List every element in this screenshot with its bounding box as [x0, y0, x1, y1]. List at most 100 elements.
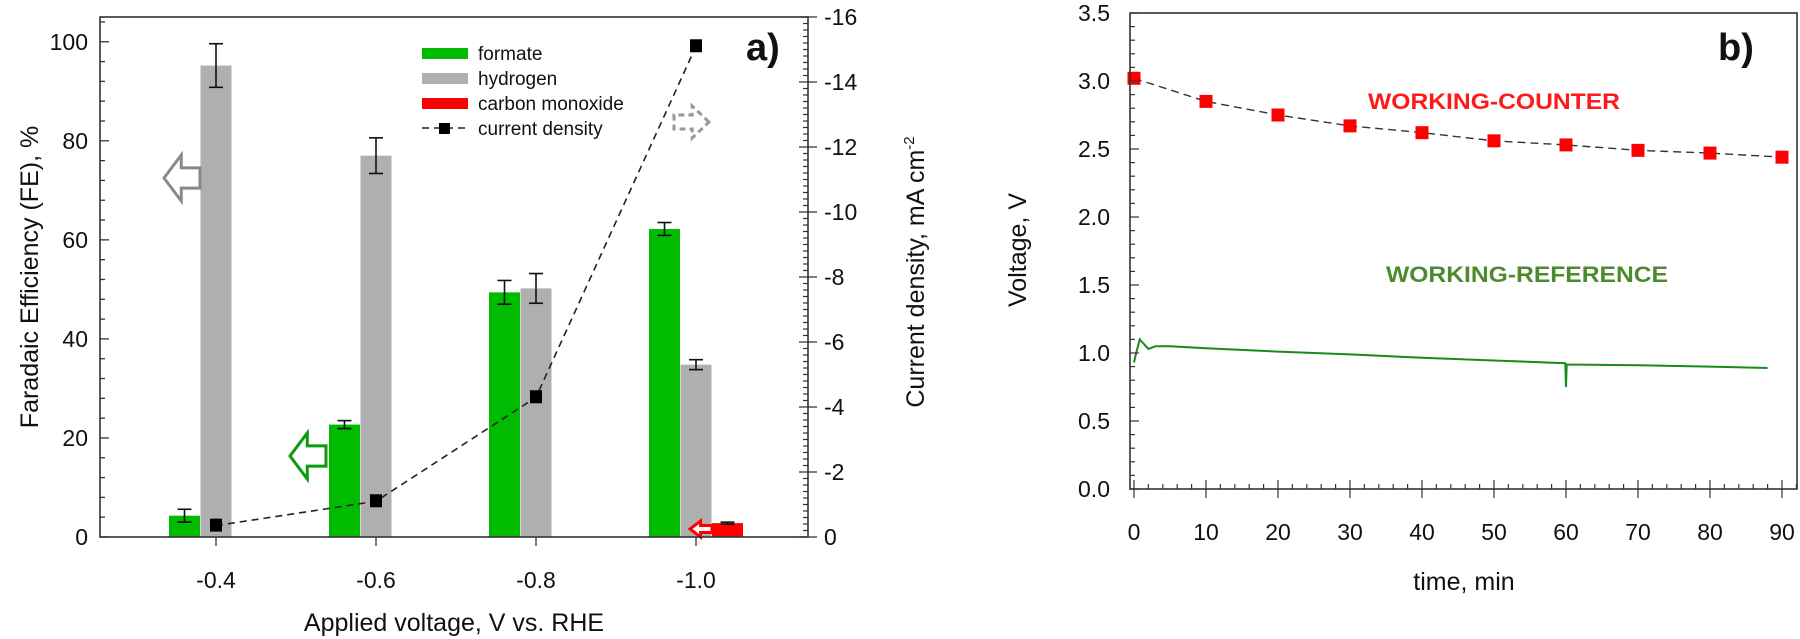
error-bar-hydrogen [209, 42, 223, 89]
marker-working-counter [1775, 150, 1789, 164]
marker-current-density [530, 390, 542, 404]
legend-swatch-hydrogen [422, 73, 468, 84]
panel-a-y2label-text: Current density, mA cm [902, 150, 930, 408]
arrow-right-icon-current-density-axis [672, 102, 712, 142]
marker-working-counter [1271, 108, 1285, 122]
panel-a-y2label-superscript: -2 [901, 136, 918, 149]
marker-working-counter [1343, 119, 1357, 133]
marker-working-counter [1703, 146, 1717, 160]
marker-working-counter [1199, 94, 1213, 108]
legend-swatch-formate [422, 48, 468, 59]
y2-tick-label: -6 [824, 329, 844, 355]
series-label-working-counter: WORKING-COUNTER [1368, 89, 1620, 114]
x-tick-label: 0 [1128, 519, 1141, 545]
y2-tick-label: -16 [824, 4, 857, 30]
y2-tick-label: -10 [824, 199, 857, 225]
panel-b-ylabel: Voltage, V [1004, 193, 1032, 307]
panel-b-label: b) [1718, 27, 1754, 69]
panel-a-legend: formate hydrogen carbon monoxide current de… [422, 44, 624, 140]
panel-b-chart: 0.0 0.5 1.0 1.5 2.0 2.5 3.0 3.5 0 10 20 30 40 50 60 70 8… [1004, 0, 1798, 596]
x-tick-label: 70 [1625, 519, 1651, 545]
error-bar-formate [177, 508, 192, 523]
panel-a-y2label: Current density, mA cm-2 [901, 136, 930, 407]
panel-a-marks [162, 39, 743, 541]
bar-formate [169, 515, 200, 537]
marker-working-counter [1559, 138, 1573, 152]
line-current-density [215, 45, 697, 527]
panel-b-axes: 0.0 0.5 1.0 1.5 2.0 2.5 3.0 3.5 0 10 20 30 40 50 60 70 8… [1078, 0, 1798, 545]
legend-swatch-marker-current-density [439, 123, 450, 134]
y-tick-label: 1.5 [1078, 272, 1110, 298]
marker-current-density [210, 518, 222, 532]
y2-tick-label: 0 [824, 524, 837, 550]
marker-current-density [690, 39, 702, 53]
bar-carbon-monoxide [712, 523, 743, 537]
line-working-counter [1133, 77, 1783, 158]
bar-hydrogen [680, 364, 712, 537]
line-working-reference [1133, 337, 1768, 388]
panel-b-xlabel: time, min [1413, 568, 1514, 596]
bar-formate [489, 292, 520, 537]
marker-working-counter [1415, 126, 1429, 140]
bar-hydrogen [520, 288, 552, 537]
panel-a-ylabel: Faradaic Efficiency (FE), % [16, 126, 44, 428]
y-tick-label: 20 [62, 425, 88, 451]
error-bar-hydrogen [529, 272, 543, 305]
marker-current-density [370, 494, 382, 508]
panel-a-chart: 0 20 40 60 80 100 0 -2 -4 -6 -8 -10 -12 -14 -16 -0.4 -0.… [16, 4, 930, 637]
legend-label-carbon-monoxide: carbon monoxide [478, 94, 624, 115]
bar-formate [649, 228, 680, 537]
panel-b-frame [1129, 12, 1798, 490]
x-tick-label: 60 [1553, 519, 1579, 545]
legend-label-hydrogen: hydrogen [478, 69, 557, 90]
bar-hydrogen [200, 65, 232, 538]
panel-b-marks [1127, 71, 1789, 388]
y-tick-label: 3.5 [1078, 0, 1110, 26]
x-tick-label: -1.0 [676, 567, 716, 593]
error-bar-carbon-monoxide [720, 521, 735, 525]
bar-hydrogen [360, 155, 392, 537]
error-bar-formate [657, 221, 672, 237]
x-tick-label: -0.4 [196, 567, 236, 593]
y2-tick-label: -12 [824, 134, 857, 160]
x-tick-label: -0.6 [356, 567, 396, 593]
y2-tick-label: -2 [824, 459, 844, 485]
error-bar-formate [497, 279, 512, 306]
y2-tick-label: -4 [824, 394, 845, 420]
x-tick-label: 20 [1265, 519, 1291, 545]
panel-a-xlabel: Applied voltage, V vs. RHE [304, 609, 604, 637]
y-tick-label: 0 [75, 524, 88, 550]
legend-label-current-density: current density [478, 119, 603, 140]
panel-a-label: a) [746, 27, 780, 69]
legend-swatch-carbon-monoxide [422, 98, 468, 109]
x-tick-label: 30 [1337, 519, 1363, 545]
y-tick-label: 1.0 [1078, 340, 1110, 366]
y-tick-label: 2.5 [1078, 136, 1110, 162]
x-tick-label: 80 [1697, 519, 1723, 545]
series-label-working-reference: WORKING-REFERENCE [1386, 262, 1668, 287]
error-bar-formate [337, 419, 352, 430]
y-tick-label: 60 [62, 227, 88, 253]
y-tick-label: 2.0 [1078, 204, 1110, 230]
x-tick-label: 40 [1409, 519, 1435, 545]
arrow-left-icon-formate-axis [288, 428, 328, 484]
panel-a-axes: 0 20 40 60 80 100 0 -2 -4 -6 -8 -10 -12 -14 -16 -0.4 -0.… [50, 4, 858, 593]
y-tick-label: 0.5 [1078, 408, 1110, 434]
y-tick-label: 80 [62, 128, 88, 154]
marker-working-counter [1631, 143, 1645, 157]
y2-tick-label: -8 [824, 264, 844, 290]
y2-tick-label: -14 [824, 69, 857, 95]
y-tick-label: 100 [50, 29, 88, 55]
y-tick-label: 40 [62, 326, 88, 352]
x-tick-label: -0.8 [516, 567, 556, 593]
error-bar-hydrogen [689, 358, 703, 371]
x-tick-label: 90 [1769, 519, 1795, 545]
error-bar-hydrogen [369, 137, 383, 175]
legend-label-formate: formate [478, 44, 542, 65]
bar-formate [329, 424, 360, 537]
y-tick-label: 3.0 [1078, 68, 1110, 94]
arrow-left-icon-hydrogen-axis [162, 150, 202, 206]
marker-working-counter [1487, 134, 1501, 148]
